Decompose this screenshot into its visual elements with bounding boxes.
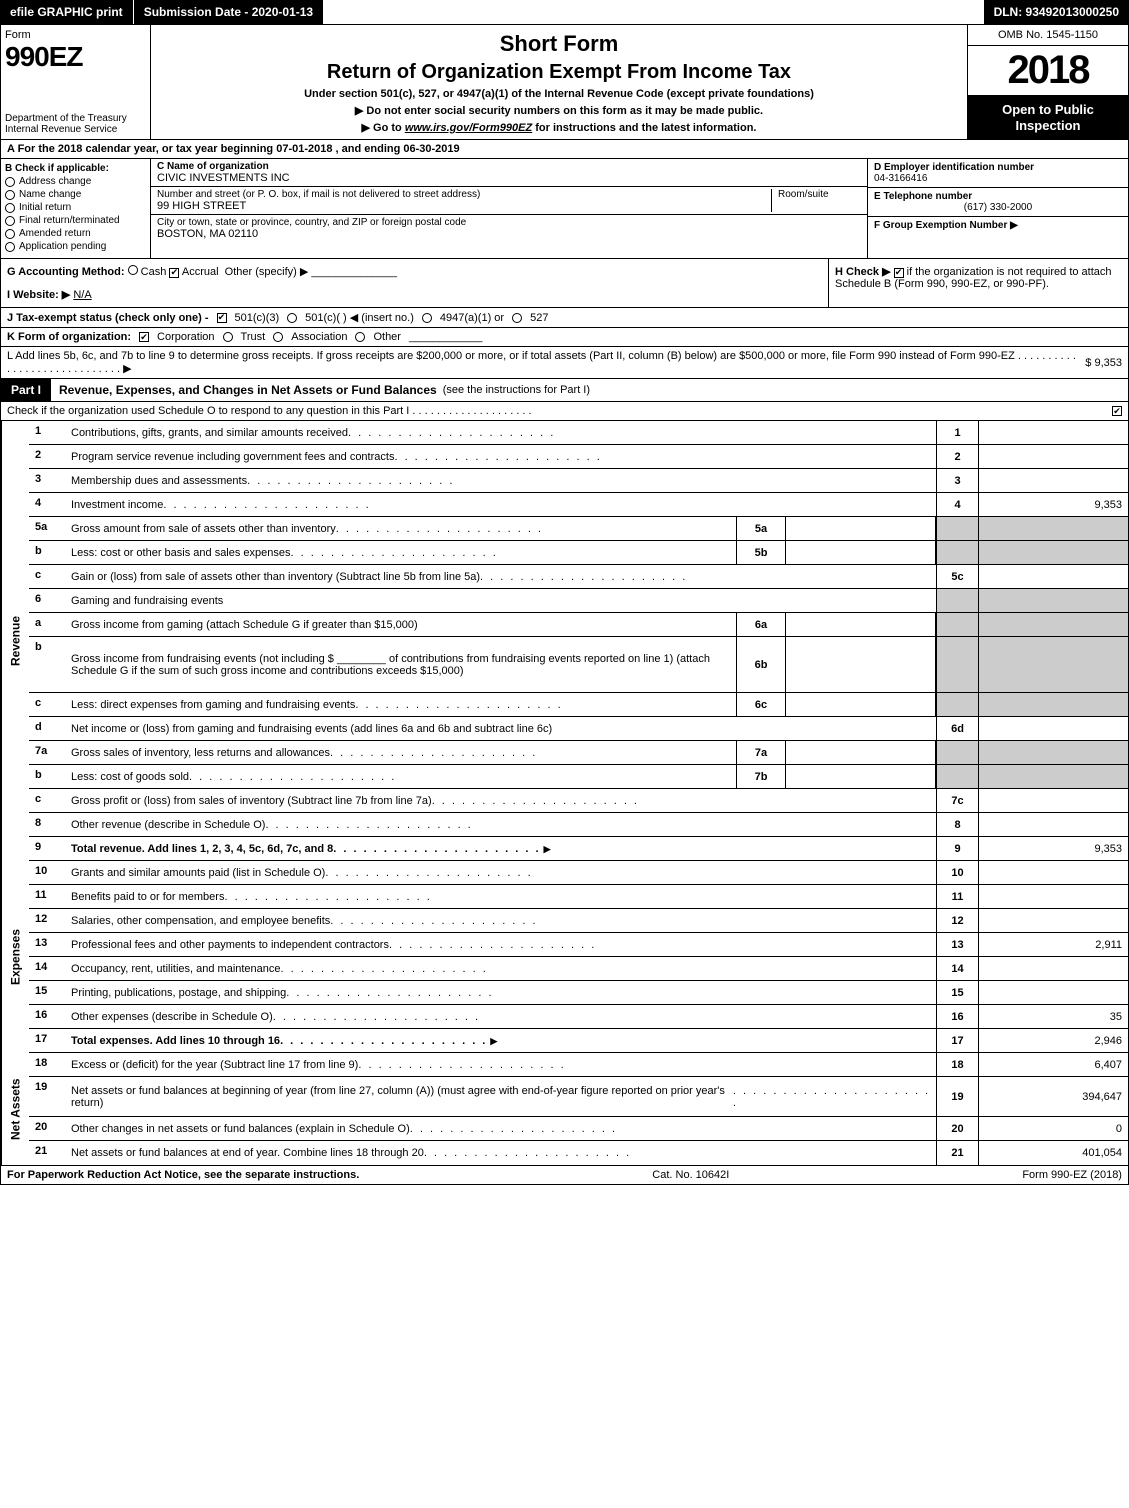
chk-name-change[interactable]: Name change xyxy=(5,189,146,200)
phone-label: E Telephone number xyxy=(874,191,1122,202)
part-i-check-row: Check if the organization used Schedule … xyxy=(0,402,1129,421)
top-bar: efile GRAPHIC print Submission Date - 20… xyxy=(0,0,1129,24)
investment-income: 9,353 xyxy=(978,493,1128,516)
section-j: J Tax-exempt status (check only one) - 5… xyxy=(0,308,1129,328)
section-g: G Accounting Method: Cash Accrual Other … xyxy=(1,259,828,307)
section-l: L Add lines 5b, 6c, and 7b to line 9 to … xyxy=(0,347,1129,379)
period-row: A For the 2018 calendar year, or tax yea… xyxy=(0,140,1129,159)
form-word: Form xyxy=(5,29,146,41)
room-suite-label: Room/suite xyxy=(771,189,861,212)
phone-value: (617) 330-2000 xyxy=(874,202,1122,213)
section-b-label: B Check if applicable: xyxy=(5,163,146,174)
header-mid: Short Form Return of Organization Exempt… xyxy=(151,25,968,139)
subhead-code: Under section 501(c), 527, or 4947(a)(1)… xyxy=(159,88,959,100)
tax-year: 2018 xyxy=(968,46,1128,96)
section-def: D Employer identification number 04-3166… xyxy=(868,159,1128,258)
dln-label: DLN: 93492013000250 xyxy=(984,0,1129,24)
paperwork-notice: For Paperwork Reduction Act Notice, see … xyxy=(7,1169,359,1181)
chk-corporation[interactable] xyxy=(139,332,149,342)
chk-application-pending[interactable]: Application pending xyxy=(5,241,146,252)
submission-date-label: Submission Date - 2020-01-13 xyxy=(134,0,324,24)
part-i-title: Revenue, Expenses, and Changes in Net As… xyxy=(59,383,437,397)
beginning-net-assets: 394,647 xyxy=(978,1077,1128,1116)
chk-initial-return[interactable]: Initial return xyxy=(5,202,146,213)
schedule-b-checkbox[interactable] xyxy=(894,268,904,278)
city: BOSTON, MA 02110 xyxy=(157,228,861,240)
title-short-form: Short Form xyxy=(159,31,959,57)
net-assets-section: Net Assets 18Excess or (deficit) for the… xyxy=(0,1053,1129,1166)
schedule-o-checkbox[interactable] xyxy=(1112,406,1122,416)
form-number: 990EZ xyxy=(5,41,146,73)
footer: For Paperwork Reduction Act Notice, see … xyxy=(0,1166,1129,1185)
efile-print-button[interactable]: efile GRAPHIC print xyxy=(0,0,134,24)
part-i-header: Part I Revenue, Expenses, and Changes in… xyxy=(0,379,1129,402)
org-name-label: C Name of organization xyxy=(157,161,861,172)
website-label: I Website: ▶ xyxy=(7,289,70,301)
cat-no: Cat. No. 10642I xyxy=(652,1169,729,1181)
chk-address-change[interactable]: Address change xyxy=(5,176,146,187)
street: 99 HIGH STREET xyxy=(157,200,771,212)
professional-fees: 2,911 xyxy=(978,933,1128,956)
dept-treasury: Department of the Treasury Internal Reve… xyxy=(5,113,146,135)
expenses-vlabel: Expenses xyxy=(1,861,29,1053)
irs-link[interactable]: www.irs.gov/Form990EZ xyxy=(405,122,532,134)
gross-receipts: $ 9,353 xyxy=(1085,357,1122,369)
section-h: H Check ▶ if the organization is not req… xyxy=(828,259,1128,307)
total-expenses: 2,946 xyxy=(978,1029,1128,1052)
part-i-sub: (see the instructions for Part I) xyxy=(443,384,590,396)
total-revenue: 9,353 xyxy=(978,837,1128,860)
info-grid: B Check if applicable: Address change Na… xyxy=(0,159,1129,259)
topbar-spacer xyxy=(324,0,983,24)
chk-501c3[interactable] xyxy=(217,313,227,323)
section-gh: G Accounting Method: Cash Accrual Other … xyxy=(0,259,1129,308)
excess-deficit: 6,407 xyxy=(978,1053,1128,1076)
form-header: Form 990EZ Department of the Treasury In… xyxy=(0,24,1129,140)
org-name: CIVIC INVESTMENTS INC xyxy=(157,172,861,184)
section-k: K Form of organization: Corporation Trus… xyxy=(0,328,1129,347)
section-c: C Name of organization CIVIC INVESTMENTS… xyxy=(151,159,868,258)
revenue-vlabel: Revenue xyxy=(1,421,29,861)
open-public: Open to Public Inspection xyxy=(968,96,1128,139)
omb-number: OMB No. 1545-1150 xyxy=(968,25,1128,46)
header-right: OMB No. 1545-1150 2018 Open to Public In… xyxy=(968,25,1128,139)
other-changes: 0 xyxy=(978,1117,1128,1140)
street-label: Number and street (or P. O. box, if mail… xyxy=(157,189,771,200)
part-i-badge: Part I xyxy=(1,379,51,401)
group-exemption-label: F Group Exemption Number ▶ xyxy=(874,220,1122,231)
expenses-section: Expenses 10Grants and similar amounts pa… xyxy=(0,861,1129,1053)
title-return: Return of Organization Exempt From Incom… xyxy=(159,61,959,84)
netassets-vlabel: Net Assets xyxy=(1,1053,29,1165)
website-value: N/A xyxy=(73,289,91,301)
ending-net-assets: 401,054 xyxy=(978,1141,1128,1165)
city-label: City or town, state or province, country… xyxy=(157,217,861,228)
section-b: B Check if applicable: Address change Na… xyxy=(1,159,151,258)
chk-amended-return[interactable]: Amended return xyxy=(5,228,146,239)
ein-label: D Employer identification number xyxy=(874,162,1122,173)
accrual-checkbox[interactable] xyxy=(169,268,179,278)
subhead-ssn: ▶ Do not enter social security numbers o… xyxy=(159,104,959,117)
other-expenses: 35 xyxy=(978,1005,1128,1028)
revenue-section: Revenue 1Contributions, gifts, grants, a… xyxy=(0,421,1129,861)
header-left: Form 990EZ Department of the Treasury In… xyxy=(1,25,151,139)
form-footer: Form 990-EZ (2018) xyxy=(1022,1169,1122,1181)
subhead-link: ▶ Go to www.irs.gov/Form990EZ for instru… xyxy=(159,121,959,134)
ein-value: 04-3166416 xyxy=(874,173,1122,184)
chk-final-return[interactable]: Final return/terminated xyxy=(5,215,146,226)
